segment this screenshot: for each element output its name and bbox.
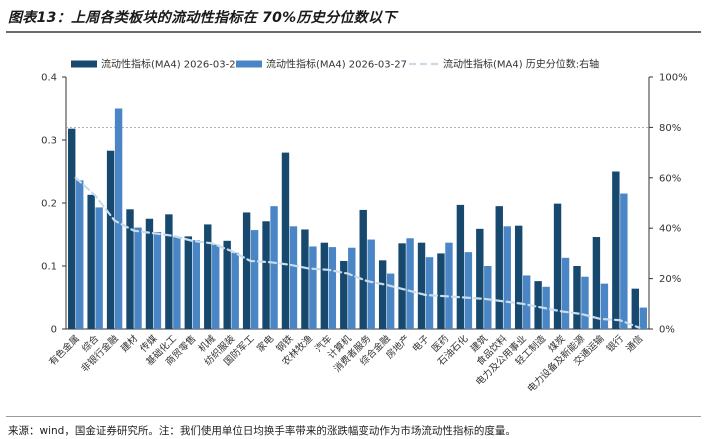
bar-2026-03-20 bbox=[262, 221, 270, 329]
bar-2026-03-27 bbox=[231, 252, 239, 329]
bar-2026-03-27 bbox=[309, 246, 317, 329]
y-right-tick-label: 40% bbox=[659, 224, 681, 235]
bar-2026-03-27 bbox=[445, 242, 453, 329]
bar-2026-03-27 bbox=[212, 244, 220, 329]
chart-category-labels: 有色金属综合非银行金融建材传媒基础化工商贸零售机械纺织服装国防军工家电钢铁农林牧… bbox=[46, 332, 645, 395]
bar-2026-03-27 bbox=[270, 206, 278, 329]
bar-2026-03-20 bbox=[553, 203, 562, 329]
bar-2026-03-20 bbox=[573, 266, 581, 329]
bar-2026-03-20 bbox=[534, 281, 542, 329]
chart-bars bbox=[68, 108, 647, 329]
bar-2026-03-20 bbox=[87, 194, 95, 329]
bar-2026-03-20 bbox=[320, 242, 329, 329]
y-left-tick-label: 0.3 bbox=[41, 136, 57, 147]
y-right-tick-label: 100% bbox=[659, 73, 688, 84]
bar-2026-03-20 bbox=[398, 243, 406, 329]
bar-2026-03-27 bbox=[134, 227, 142, 329]
bar-2026-03-20 bbox=[631, 288, 639, 329]
footer-divider bbox=[6, 416, 701, 417]
legend-label: 流动性指标(MA4) 2026-03-27 bbox=[266, 58, 407, 71]
y-right-tick-label: 60% bbox=[659, 173, 681, 184]
bar-2026-03-20 bbox=[281, 152, 290, 329]
bar-2026-03-27 bbox=[484, 266, 492, 329]
legend-swatch bbox=[236, 60, 262, 68]
bar-2026-03-27 bbox=[386, 273, 395, 329]
bar-2026-03-27 bbox=[503, 226, 511, 329]
bar-2026-03-20 bbox=[242, 212, 251, 329]
x-category-label: 建材 bbox=[118, 332, 140, 354]
bar-2026-03-27 bbox=[192, 240, 201, 329]
bar-2026-03-20 bbox=[417, 242, 426, 329]
bar-2026-03-20 bbox=[68, 128, 76, 329]
bar-2026-03-20 bbox=[437, 253, 445, 329]
x-category-label: 有色金属 bbox=[46, 333, 81, 368]
x-category-label: 银行 bbox=[604, 332, 626, 354]
chart-legend: 流动性指标(MA4) 2026-03-20 流动性指标(MA4) 2026-03-… bbox=[71, 58, 599, 71]
bar-2026-03-20 bbox=[204, 224, 212, 329]
bar-2026-03-27 bbox=[620, 193, 628, 329]
bar-2026-03-20 bbox=[514, 225, 523, 329]
x-category-label: 电子 bbox=[410, 332, 432, 354]
bar-2026-03-27 bbox=[522, 275, 531, 329]
bar-2026-03-27 bbox=[348, 247, 356, 329]
y-left-tick-label: 0 bbox=[51, 325, 57, 336]
bar-2026-03-27 bbox=[464, 252, 473, 329]
bar-2026-03-27 bbox=[289, 226, 298, 329]
bar-2026-03-27 bbox=[581, 276, 589, 329]
chart-percentile-line bbox=[74, 176, 641, 329]
bar-2026-03-20 bbox=[301, 229, 309, 329]
bar-2026-03-20 bbox=[476, 228, 484, 329]
bar-2026-03-20 bbox=[456, 204, 465, 329]
legend-label: 流动性指标(MA4) 2026-03-20 bbox=[101, 58, 242, 71]
bar-2026-03-20 bbox=[495, 206, 503, 329]
bar-2026-03-20 bbox=[126, 209, 134, 329]
bar-2026-03-20 bbox=[165, 214, 173, 329]
bar-2026-03-20 bbox=[223, 240, 231, 329]
bar-2026-03-20 bbox=[359, 209, 367, 329]
bar-2026-03-27 bbox=[600, 283, 609, 329]
bar-2026-03-27 bbox=[95, 207, 103, 329]
bar-2026-03-27 bbox=[153, 231, 162, 329]
bar-2026-03-27 bbox=[114, 108, 123, 329]
percentile-line bbox=[74, 176, 641, 329]
bar-2026-03-27 bbox=[173, 237, 181, 329]
y-right-tick-label: 80% bbox=[659, 123, 681, 134]
y-left-tick-label: 0.4 bbox=[41, 73, 57, 84]
liquidity-chart: 流动性指标(MA4) 2026-03-20 流动性指标(MA4) 2026-03-… bbox=[41, 58, 688, 395]
legend-label: 流动性指标(MA4) 历史分位数:右轴 bbox=[443, 58, 599, 71]
bar-2026-03-27 bbox=[639, 307, 647, 329]
x-category-label: 非银行金融 bbox=[79, 332, 121, 374]
chart-axes: 0 0.1 0.2 0.3 0.4 0% 20% 40% 60% 80% 100% bbox=[41, 73, 688, 336]
y-right-tick-label: 0% bbox=[659, 325, 675, 336]
source-note: 来源：wind，国金证券研究所。注：我们使用单位日均换手率带来的涨跌幅变动作为市… bbox=[8, 425, 516, 437]
bar-2026-03-27 bbox=[250, 230, 259, 329]
bar-2026-03-27 bbox=[425, 257, 434, 329]
x-category-label: 通信 bbox=[623, 333, 645, 355]
bar-2026-03-27 bbox=[406, 238, 414, 329]
bar-2026-03-20 bbox=[106, 150, 115, 329]
x-category-label: 家电 bbox=[254, 332, 276, 354]
legend-swatch bbox=[71, 60, 97, 68]
y-right-tick-label: 20% bbox=[659, 274, 681, 285]
bar-2026-03-27 bbox=[367, 239, 375, 329]
bar-2026-03-20 bbox=[184, 236, 193, 329]
bar-2026-03-27 bbox=[328, 247, 337, 329]
bar-2026-03-20 bbox=[612, 171, 620, 329]
bar-2026-03-20 bbox=[340, 260, 348, 329]
title-divider bbox=[6, 31, 701, 33]
bar-2026-03-20 bbox=[592, 237, 601, 329]
y-left-tick-label: 0.1 bbox=[41, 262, 57, 273]
chart-title: 图表13：上周各类板块的流动性指标在 70%历史分位数以下 bbox=[8, 10, 397, 26]
bar-2026-03-20 bbox=[145, 218, 154, 329]
bar-2026-03-20 bbox=[378, 260, 387, 329]
bar-2026-03-27 bbox=[76, 180, 84, 329]
bar-2026-03-27 bbox=[561, 257, 570, 329]
y-left-tick-label: 0.2 bbox=[41, 199, 57, 210]
